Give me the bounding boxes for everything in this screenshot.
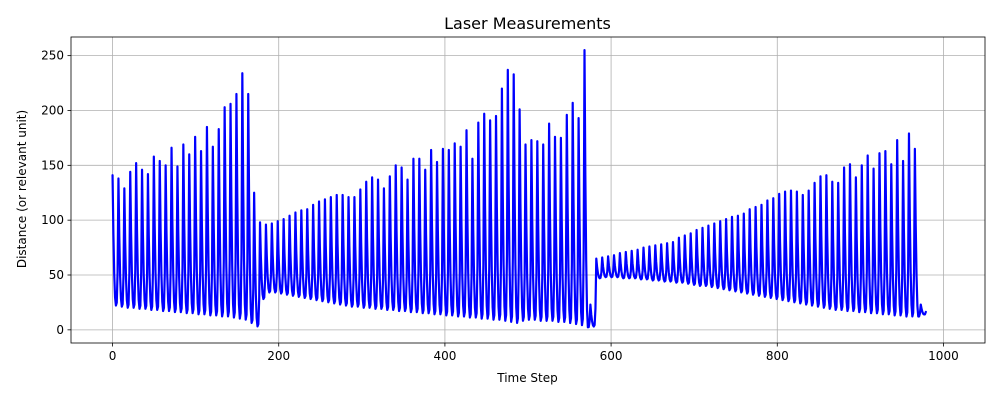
plot-frame — [70, 36, 986, 344]
y-tick-label: 100 — [41, 213, 64, 227]
x-axis-title: Time Step — [496, 371, 558, 385]
x-tick-label: 0 — [109, 349, 117, 363]
series-line-0 — [111, 49, 927, 329]
x-tick-label: 400 — [433, 349, 456, 363]
y-tick-label: 250 — [41, 49, 64, 63]
y-axis-title: Distance (or relevant unit) — [15, 110, 29, 268]
x-axis-ticks: 0 200 400 600 800 1000 — [109, 343, 959, 363]
series-layer — [111, 49, 927, 329]
y-tick-label: 200 — [41, 103, 64, 117]
y-tick-label: 150 — [41, 158, 64, 172]
x-tick-label: 1000 — [928, 349, 959, 363]
y-tick-label: 50 — [49, 268, 64, 282]
axes — [70, 36, 986, 344]
chart-title: Laser Measurements — [444, 14, 611, 33]
x-tick-label: 800 — [766, 349, 789, 363]
y-axis-ticks: 0 50 100 150 200 250 — [41, 49, 71, 337]
x-tick-label: 600 — [600, 349, 623, 363]
y-tick-label: 0 — [56, 323, 64, 337]
x-tick-label: 200 — [267, 349, 290, 363]
